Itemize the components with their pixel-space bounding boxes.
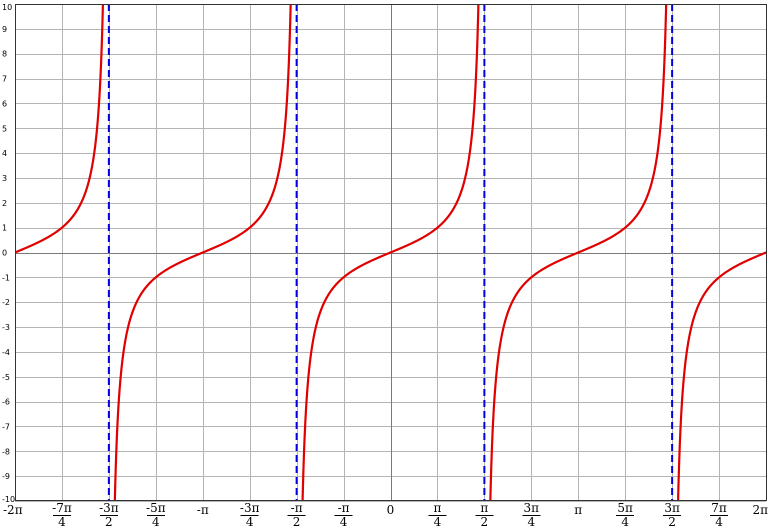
x-tick-fraction: 5π4 xyxy=(616,501,635,528)
y-tick-label: -8 xyxy=(2,447,10,456)
tangent-branch xyxy=(489,4,668,501)
x-tick-numerator: -3π xyxy=(240,501,260,515)
x-tick-numerator: 5π xyxy=(617,501,633,515)
x-tick-numerator: 7π xyxy=(711,501,727,515)
y-tick-label: -4 xyxy=(2,348,10,357)
x-tick-denominator: 4 xyxy=(340,515,348,528)
x-tick-denominator: 4 xyxy=(246,515,254,528)
y-tick-label: 2 xyxy=(2,199,7,208)
tangent-branch xyxy=(301,4,480,501)
x-tick-fraction: 3π2 xyxy=(663,501,682,528)
y-tick-label: -1 xyxy=(2,273,10,282)
x-tick-fraction: -3π2 xyxy=(99,501,119,528)
x-tick-numerator: π xyxy=(480,501,488,515)
y-tick-label: 5 xyxy=(2,124,7,133)
x-tick-denominator: 2 xyxy=(668,515,676,528)
x-tick-denominator: 4 xyxy=(527,515,535,528)
x-tick-fraction: -π2 xyxy=(287,501,306,528)
y-tick-label: -3 xyxy=(2,323,10,332)
y-tick-label: 0 xyxy=(2,249,7,258)
x-tick-fraction: -π4 xyxy=(334,501,353,528)
x-tick-numerator: 3π xyxy=(524,501,540,515)
x-tick-denominator: 4 xyxy=(152,515,160,528)
x-tick-denominator: 2 xyxy=(293,515,301,528)
x-tick-numerator: -3π xyxy=(99,501,119,515)
x-tick-numerator: -π xyxy=(291,501,303,515)
plot-frame xyxy=(15,4,767,501)
x-tick-denominator: 4 xyxy=(434,515,442,528)
x-tick-label: -2π xyxy=(3,503,23,517)
y-tick-label: -5 xyxy=(2,373,10,382)
x-tick-fraction: 7π4 xyxy=(710,501,729,528)
y-tick-label: 6 xyxy=(2,99,7,108)
y-tick-label: -6 xyxy=(2,398,10,407)
y-tick-label: 9 xyxy=(2,25,7,34)
x-tick-denominator: 2 xyxy=(481,515,489,528)
x-tick-denominator: 4 xyxy=(621,515,629,528)
tangent-curve xyxy=(15,4,766,501)
y-tick-label: -10 xyxy=(2,495,15,504)
tangent-branch xyxy=(15,4,105,254)
x-tick-fraction: -5π4 xyxy=(146,501,166,528)
tangent-branch xyxy=(676,251,766,501)
y-tick-label: 10 xyxy=(2,3,12,12)
x-tick-label: 0 xyxy=(387,503,395,517)
y-tick-label: -7 xyxy=(2,422,10,431)
x-tick-fraction: -3π4 xyxy=(240,501,260,528)
x-tick-label: 2π xyxy=(752,503,768,517)
y-tick-label: 4 xyxy=(2,149,7,158)
x-tick-numerator: π xyxy=(433,501,441,515)
x-tick-denominator: 4 xyxy=(58,515,66,528)
x-tick-fraction: π4 xyxy=(428,501,447,528)
x-tick-fraction: 3π4 xyxy=(522,501,541,528)
y-tick-label: 7 xyxy=(2,75,7,84)
y-tick-label: -9 xyxy=(2,472,10,481)
asymptotes xyxy=(107,4,674,501)
y-tick-label: 8 xyxy=(2,50,7,59)
x-tick-fraction: -7π4 xyxy=(52,501,72,528)
x-tick-label: -π xyxy=(197,503,209,517)
x-tick-numerator: -5π xyxy=(146,501,166,515)
tangent-branch xyxy=(113,4,292,501)
y-tick-label: 3 xyxy=(2,174,7,183)
x-tick-numerator: -7π xyxy=(52,501,72,515)
x-tick-label: π xyxy=(574,503,582,517)
x-tick-numerator: 3π xyxy=(664,501,680,515)
x-tick-denominator: 4 xyxy=(715,515,723,528)
x-tick-numerator: -π xyxy=(338,501,350,515)
y-tick-label: -2 xyxy=(2,298,10,307)
x-tick-denominator: 2 xyxy=(105,515,113,528)
x-tick-fraction: π2 xyxy=(475,501,494,528)
y-tick-label: 1 xyxy=(2,224,7,233)
